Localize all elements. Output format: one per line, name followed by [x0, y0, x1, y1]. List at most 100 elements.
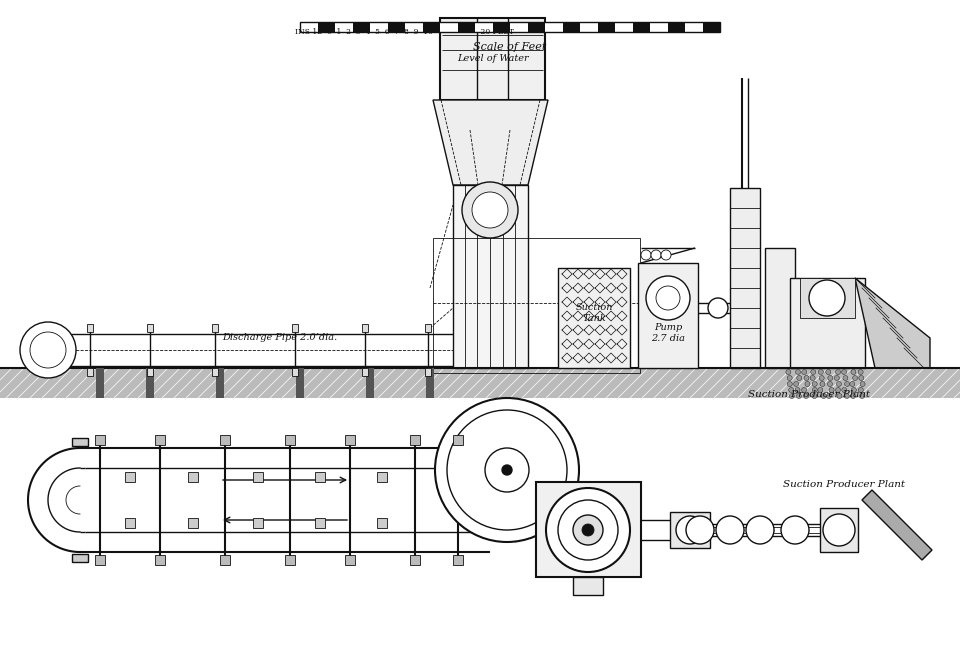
Text: Scale of Feet: Scale of Feet: [473, 42, 546, 52]
Circle shape: [834, 393, 839, 399]
Circle shape: [789, 381, 794, 387]
Circle shape: [818, 375, 823, 381]
Circle shape: [860, 387, 865, 393]
Bar: [527, 22, 545, 32]
Bar: [685, 22, 703, 32]
Circle shape: [844, 393, 850, 399]
Circle shape: [661, 250, 671, 260]
Bar: [285, 435, 295, 445]
Bar: [545, 22, 563, 32]
Bar: [425, 368, 431, 376]
Bar: [563, 22, 580, 32]
Circle shape: [746, 516, 774, 544]
Circle shape: [641, 250, 651, 260]
Circle shape: [846, 381, 851, 387]
Bar: [300, 22, 318, 32]
Circle shape: [20, 322, 76, 378]
Circle shape: [827, 369, 831, 375]
Bar: [125, 518, 135, 528]
Bar: [216, 368, 224, 398]
Circle shape: [836, 387, 841, 393]
Circle shape: [502, 465, 512, 475]
Bar: [410, 435, 420, 445]
Circle shape: [789, 387, 795, 393]
Circle shape: [582, 524, 594, 536]
Bar: [315, 472, 325, 482]
Bar: [377, 518, 387, 528]
Bar: [800, 278, 855, 318]
Bar: [580, 22, 597, 32]
Circle shape: [810, 393, 815, 399]
Circle shape: [447, 410, 567, 530]
Polygon shape: [855, 278, 930, 368]
Circle shape: [850, 375, 854, 381]
Text: Suction Producer Plant: Suction Producer Plant: [783, 480, 905, 489]
Bar: [790, 278, 865, 368]
Bar: [220, 435, 230, 445]
Bar: [147, 368, 153, 376]
Circle shape: [573, 515, 603, 545]
Circle shape: [676, 516, 704, 544]
Circle shape: [651, 250, 661, 260]
Bar: [315, 518, 325, 528]
Bar: [72, 554, 88, 562]
Bar: [405, 22, 422, 32]
Circle shape: [646, 276, 690, 320]
Circle shape: [820, 381, 825, 387]
Circle shape: [462, 182, 518, 238]
Circle shape: [852, 369, 857, 375]
Bar: [362, 324, 368, 332]
Circle shape: [794, 387, 799, 393]
Bar: [453, 435, 463, 445]
Bar: [352, 22, 370, 32]
Bar: [95, 435, 105, 445]
Circle shape: [819, 387, 824, 393]
Bar: [638, 263, 698, 368]
Bar: [597, 22, 615, 32]
Circle shape: [823, 514, 855, 546]
Bar: [146, 368, 154, 398]
Bar: [72, 438, 88, 446]
Bar: [492, 22, 510, 32]
Bar: [253, 472, 263, 482]
Bar: [0, 368, 960, 398]
Bar: [558, 268, 630, 368]
Circle shape: [827, 393, 831, 399]
Bar: [453, 555, 463, 565]
Circle shape: [835, 375, 840, 381]
Bar: [318, 22, 335, 32]
Bar: [87, 324, 93, 332]
Text: Pump
2.7 dia: Pump 2.7 dia: [651, 323, 685, 343]
Polygon shape: [433, 100, 548, 185]
Text: Discharge Pipe 2.0’dia.: Discharge Pipe 2.0’dia.: [223, 333, 338, 342]
Circle shape: [859, 393, 864, 399]
Bar: [296, 368, 304, 398]
Bar: [292, 324, 298, 332]
Bar: [370, 22, 388, 32]
Bar: [188, 472, 198, 482]
Circle shape: [844, 387, 849, 393]
Bar: [125, 472, 135, 482]
Bar: [765, 248, 795, 368]
Circle shape: [851, 381, 856, 387]
Bar: [667, 22, 685, 32]
Circle shape: [795, 393, 800, 399]
Bar: [633, 22, 650, 32]
Circle shape: [860, 369, 865, 375]
Circle shape: [485, 448, 529, 492]
Bar: [510, 22, 527, 32]
Circle shape: [804, 381, 809, 387]
Text: Level of Water: Level of Water: [457, 54, 528, 62]
Circle shape: [850, 393, 854, 399]
Circle shape: [812, 375, 817, 381]
Circle shape: [858, 381, 863, 387]
Circle shape: [828, 387, 833, 393]
Circle shape: [558, 500, 618, 560]
Circle shape: [810, 369, 816, 375]
Circle shape: [809, 280, 845, 316]
Bar: [155, 555, 165, 565]
Bar: [670, 512, 710, 548]
Bar: [703, 22, 720, 32]
Bar: [188, 518, 198, 528]
Circle shape: [821, 393, 826, 399]
